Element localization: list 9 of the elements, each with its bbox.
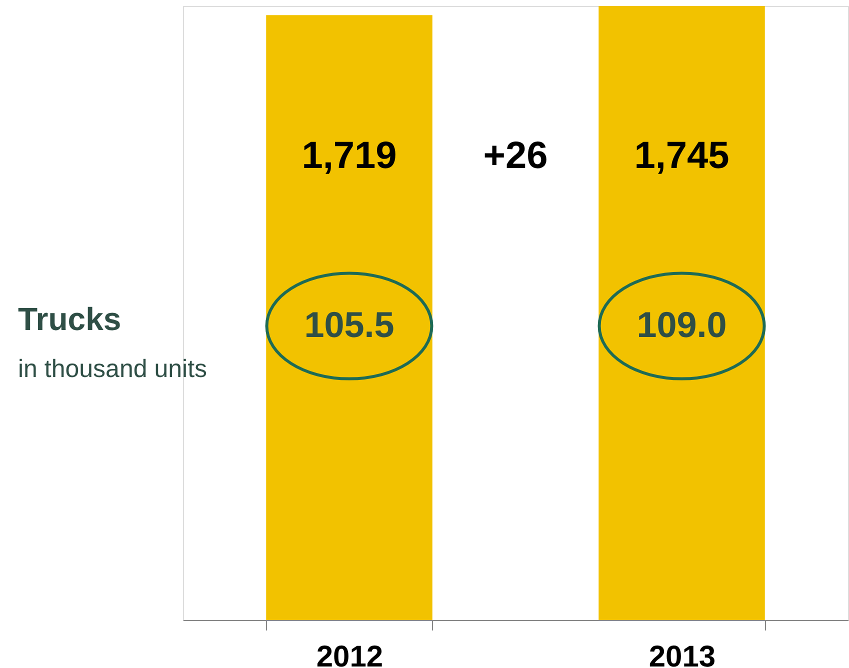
- annotation: +26: [483, 135, 548, 177]
- x-tick-label: 2012: [316, 640, 384, 668]
- annotation: in thousand units: [18, 355, 208, 383]
- annotation: 105.5: [304, 304, 394, 345]
- x-tick-label: 2013: [648, 640, 716, 668]
- data-label: 1,719: [302, 135, 397, 177]
- data-label: 1,745: [634, 135, 730, 177]
- annotation: 109.0: [636, 304, 727, 345]
- text: Trucks: [18, 301, 122, 337]
